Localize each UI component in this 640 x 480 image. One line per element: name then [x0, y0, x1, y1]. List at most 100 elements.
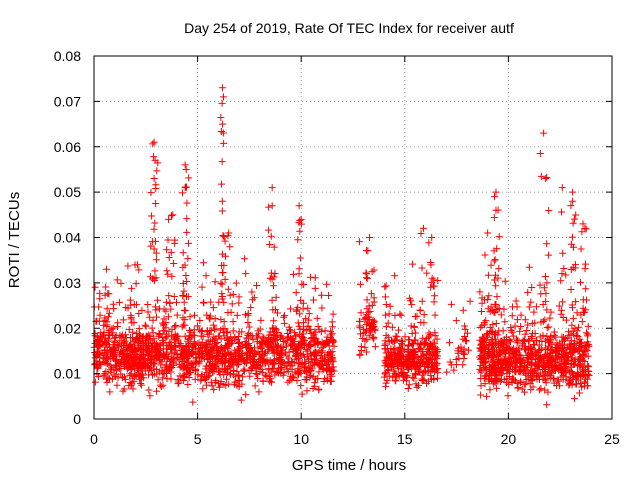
- data-point: [95, 303, 103, 311]
- data-point: [129, 359, 137, 367]
- data-point: [224, 285, 232, 293]
- data-point: [536, 149, 544, 157]
- data-point: [222, 381, 230, 389]
- data-point: [430, 298, 438, 306]
- data-point: [230, 367, 238, 375]
- data-point: [148, 324, 156, 332]
- data-point: [496, 337, 504, 345]
- data-point: [510, 350, 518, 358]
- data-point: [501, 360, 509, 368]
- data-point: [162, 334, 170, 342]
- data-point: [151, 303, 159, 311]
- data-point: [559, 249, 567, 257]
- data-point: [296, 254, 304, 262]
- data-point: [540, 359, 548, 367]
- data-point: [559, 298, 567, 306]
- data-point: [488, 361, 496, 369]
- data-point: [495, 233, 503, 241]
- data-point: [296, 227, 304, 235]
- data-point: [182, 272, 190, 280]
- data-point: [311, 274, 319, 282]
- data-point: [210, 386, 218, 394]
- data-point: [584, 322, 592, 330]
- data-point: [241, 311, 249, 319]
- data-point: [198, 338, 206, 346]
- data-point: [229, 359, 237, 367]
- data-point: [500, 357, 508, 365]
- data-point: [432, 344, 440, 352]
- data-point: [508, 312, 516, 320]
- data-point: [196, 353, 204, 361]
- data-point: [269, 365, 277, 373]
- data-point: [424, 347, 432, 355]
- data-point: [254, 348, 262, 356]
- data-point: [209, 345, 217, 353]
- data-point: [153, 313, 161, 321]
- data-point: [146, 392, 154, 400]
- data-point: [226, 243, 234, 251]
- data-point: [549, 374, 557, 382]
- data-point: [323, 280, 331, 288]
- data-points: [90, 84, 593, 409]
- data-point: [141, 321, 149, 329]
- data-point: [295, 343, 303, 351]
- data-point: [419, 377, 427, 385]
- y-tick-label: 0: [73, 411, 81, 427]
- data-point: [388, 323, 396, 331]
- data-point: [149, 275, 157, 283]
- data-point: [410, 323, 418, 331]
- data-point: [512, 377, 520, 385]
- data-point: [478, 354, 486, 362]
- data-point: [527, 367, 535, 375]
- data-point: [152, 181, 160, 189]
- data-point: [305, 310, 313, 318]
- data-point: [417, 229, 425, 237]
- data-point: [91, 361, 99, 369]
- data-point: [558, 208, 566, 216]
- data-point: [584, 352, 592, 360]
- data-point: [238, 373, 246, 381]
- data-point: [433, 354, 441, 362]
- data-point: [494, 331, 502, 339]
- data-point: [174, 354, 182, 362]
- data-point: [415, 356, 423, 364]
- data-point: [327, 333, 335, 341]
- y-tick-label: 0.06: [54, 139, 81, 155]
- data-point: [487, 261, 495, 269]
- data-point: [110, 371, 118, 379]
- data-point: [131, 261, 139, 269]
- data-point: [315, 386, 323, 394]
- data-point: [522, 380, 530, 388]
- data-point: [309, 384, 317, 392]
- data-point: [232, 279, 240, 287]
- data-point: [545, 207, 553, 215]
- data-point: [547, 308, 555, 316]
- data-point: [543, 306, 551, 314]
- data-point: [550, 331, 558, 339]
- data-point: [108, 364, 116, 372]
- data-point: [269, 349, 277, 357]
- data-point: [289, 347, 297, 355]
- data-point: [489, 377, 497, 385]
- data-point: [258, 350, 266, 358]
- data-point: [235, 328, 243, 336]
- data-point: [461, 322, 469, 330]
- data-point: [294, 371, 302, 379]
- data-point: [137, 381, 145, 389]
- data-point: [167, 346, 175, 354]
- data-point: [541, 352, 549, 360]
- data-point: [483, 392, 491, 400]
- data-point: [185, 174, 193, 182]
- data-point: [123, 349, 131, 357]
- data-point: [290, 270, 298, 278]
- y-tick-label: 0.04: [54, 230, 81, 246]
- data-point: [294, 303, 302, 311]
- data-point: [211, 278, 219, 286]
- data-point: [517, 323, 525, 331]
- data-point: [562, 376, 570, 384]
- data-point: [419, 224, 427, 232]
- data-point: [510, 332, 518, 340]
- data-point: [476, 288, 484, 296]
- data-point: [577, 311, 585, 319]
- data-point: [280, 319, 288, 327]
